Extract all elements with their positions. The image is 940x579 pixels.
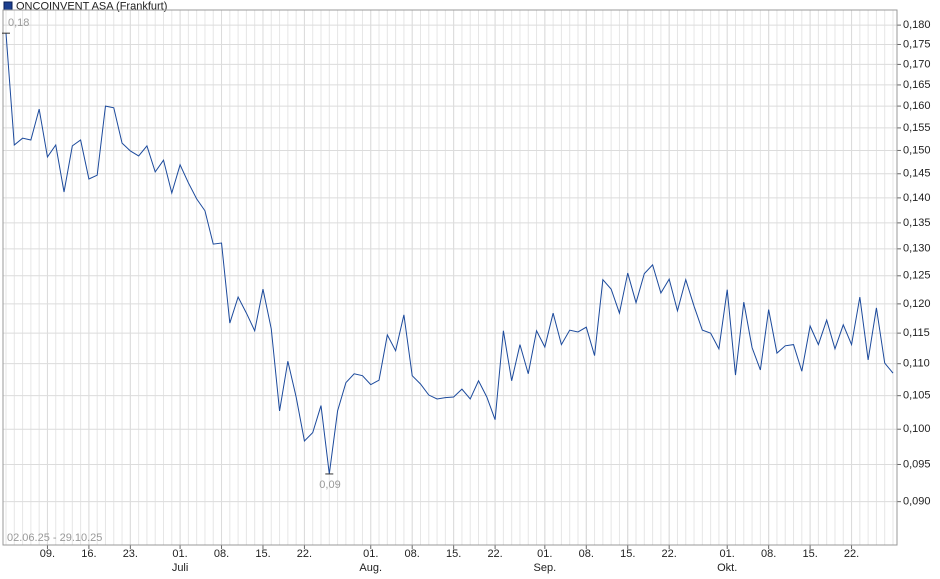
x-tick-label: 15. <box>255 548 270 560</box>
x-tick-label: 01. <box>720 548 735 560</box>
x-tick-label: 01. <box>172 548 187 560</box>
x-tick-label: 15. <box>620 548 635 560</box>
x-tick-label: 15. <box>802 548 817 560</box>
chart-title: ONCOINVENT ASA (Frankfurt) <box>16 0 167 12</box>
x-tick-label: 16. <box>81 548 96 560</box>
x-tick-label: 22. <box>487 548 502 560</box>
x-tick-label: 09. <box>40 548 55 560</box>
plot-border <box>2 9 898 546</box>
x-tick-label: 08. <box>761 548 776 560</box>
value-label: 0,18 <box>8 17 29 29</box>
y-tick-label: 0,100 <box>903 423 931 435</box>
x-tick-label: 22. <box>297 548 312 560</box>
y-tick-label: 0,130 <box>903 243 931 255</box>
x-tick-label: 15. <box>446 548 461 560</box>
y-tick-label: 0,145 <box>903 168 931 180</box>
y-tick-label: 0,150 <box>903 144 931 156</box>
y-tick-label: 0,125 <box>903 270 931 282</box>
y-tick-label: 0,160 <box>903 100 931 112</box>
x-tick-label: 23. <box>123 548 138 560</box>
x-tick-label: 08. <box>579 548 594 560</box>
x-tick-label: 22. <box>844 548 859 560</box>
month-label: Juli <box>172 562 189 574</box>
y-tick-label: 0,105 <box>903 390 931 402</box>
price-line <box>5 33 894 475</box>
x-tick-label: 08. <box>405 548 420 560</box>
y-tick-label: 0,115 <box>903 327 930 339</box>
y-tick-label: 0,155 <box>903 122 931 134</box>
x-tick-label: 08. <box>214 548 229 560</box>
legend-swatch <box>3 1 13 11</box>
y-tick-label: 0,165 <box>903 79 931 91</box>
range-label: 02.06.25 - 29.10.25 <box>7 532 102 544</box>
month-label: Sep. <box>534 562 557 574</box>
y-tick-label: 0,090 <box>903 496 931 508</box>
y-tick-label: 0,140 <box>903 192 931 204</box>
x-tick-label: 01. <box>537 548 552 560</box>
x-tick-label: 01. <box>363 548 378 560</box>
y-tick-label: 0,170 <box>903 58 931 70</box>
x-tick-label: 22. <box>662 548 677 560</box>
y-tick-label: 0,175 <box>903 38 931 50</box>
y-tick-label: 0,110 <box>903 358 930 370</box>
y-tick-label: 0,180 <box>903 19 931 31</box>
y-tick-label: 0,120 <box>903 298 931 310</box>
y-tick-label: 0,095 <box>903 458 931 470</box>
month-label: Okt. <box>717 562 737 574</box>
month-label: Aug. <box>359 562 382 574</box>
y-tick-label: 0,135 <box>903 217 931 229</box>
value-label: 0,09 <box>319 479 340 491</box>
